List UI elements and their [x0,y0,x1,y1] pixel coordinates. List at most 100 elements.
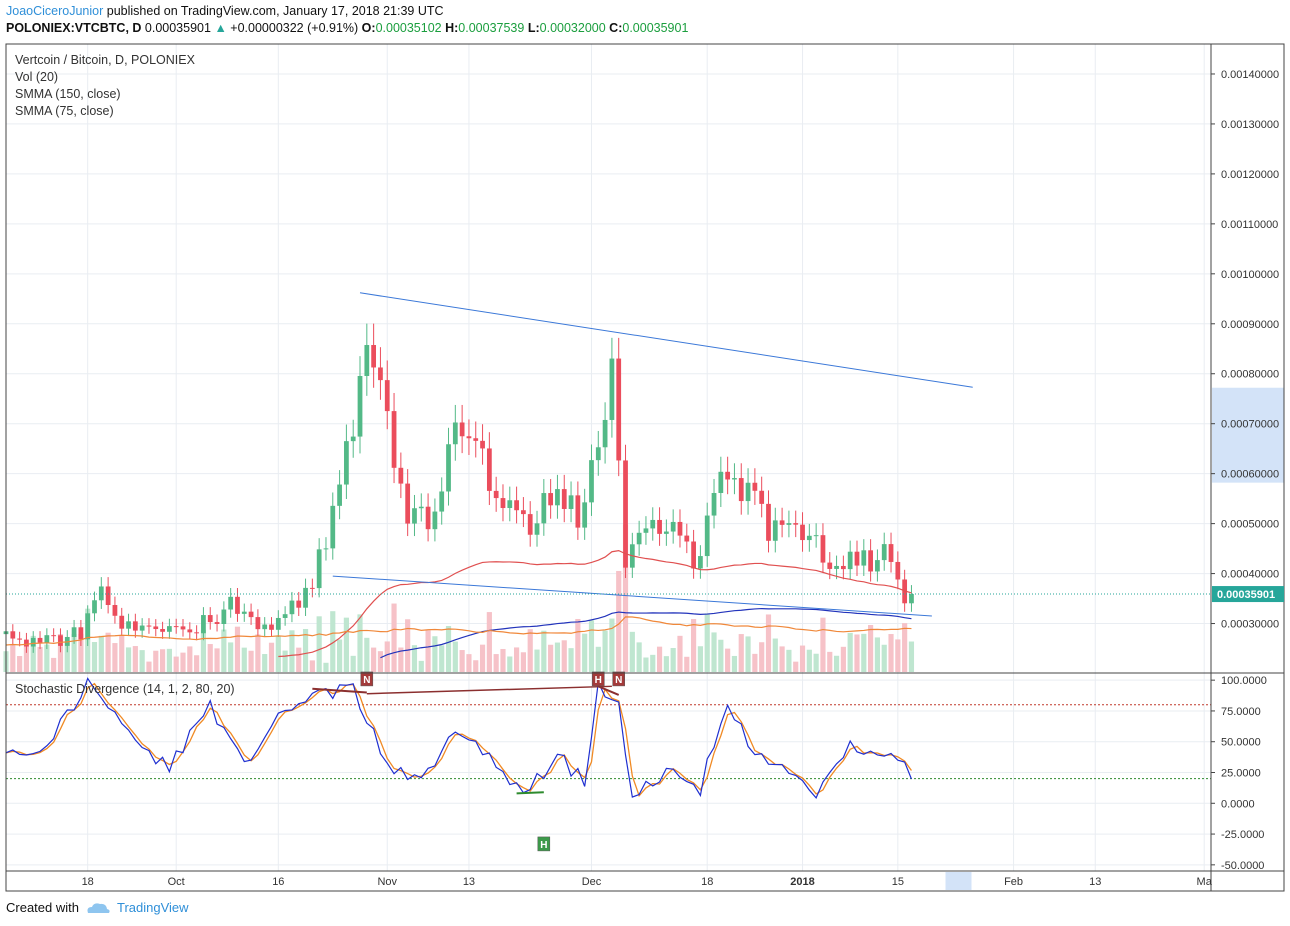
candle-body [888,544,894,562]
candle-body [636,532,642,545]
volume-bar [888,634,894,672]
candlestick-series [3,323,914,653]
divergence-marker-label: N [363,675,370,686]
last-price-tag [1212,586,1284,603]
volume-bars [3,524,915,672]
volume-bar [268,642,275,672]
candle-body [609,358,615,420]
price-tick-label: 0.00140000 [1221,69,1279,81]
volume-bar [827,651,833,672]
candle-body [800,524,805,541]
volume-bar [643,657,649,672]
candle-body [269,624,274,630]
volume-bar [187,646,193,672]
volume-bar [772,638,778,672]
candle-body [201,615,206,634]
candle-body [473,438,479,441]
candle-body [657,519,662,534]
candle-body [275,617,281,630]
candle-body [85,613,91,640]
lower-trendline [332,575,932,617]
publish-line: JoaoCiceroJunior published on TradingVie… [6,4,444,18]
published-text: published on TradingView.com, January 17… [106,4,444,18]
candle-body [725,471,731,480]
volume-bar [350,655,356,672]
candle-body [881,544,887,561]
volume-bar [473,660,479,672]
candle-body [847,551,853,570]
candle-body [214,622,220,625]
candle-body [180,626,186,630]
volume-bar [806,649,812,672]
volume-bar [146,661,152,672]
candle-body [568,495,574,509]
candle-body [194,632,200,634]
candle-body [51,635,57,637]
legend-smma150: SMMA (150, close) [15,87,121,101]
divergence-marker [592,671,605,687]
volume-bar [10,644,16,672]
candle-body [452,422,458,445]
divergence-line [366,685,612,695]
volume-bar [30,635,36,672]
stochastic-pane: N H N H [5,671,1211,852]
candle-body [37,637,43,643]
volume-bar [636,642,642,672]
time-tick-label: 15 [892,876,904,888]
last-price-label: 0.00035901 [1217,589,1275,601]
candle-body [296,600,302,608]
candle-body [786,523,792,525]
candle-body [813,535,819,537]
candle-body [255,617,261,630]
volume-bar [173,656,179,672]
candle-body [466,436,472,439]
candle-body [221,609,227,625]
candle-body [364,345,370,376]
volume-bar [704,613,710,672]
candle-body [303,587,308,608]
tradingview-cloud-icon [87,902,110,913]
volume-bar [302,628,309,672]
candle-body [17,638,22,640]
time-tick-label: Ma [1197,876,1213,888]
time-tick-label: 18 [701,876,713,888]
author-link[interactable]: JoaoCiceroJunior [6,4,104,18]
volume-bar [609,618,615,672]
grid-lines [6,44,1284,890]
stoch-tick-label: -50.0000 [1221,860,1264,872]
volume-bar [595,646,601,672]
candle-body [344,441,349,485]
volume-bar [377,651,384,672]
time-range-highlight [945,872,972,890]
volume-bar [881,644,887,672]
candle-body [248,611,254,618]
divergence-marker-label: H [595,675,602,686]
tradingview-link[interactable]: TradingView [116,900,189,915]
candle-body [439,491,445,512]
open-label: O: [361,21,376,35]
volume-bar [418,660,424,672]
volume-bar [275,635,281,672]
volume-bar [398,647,404,672]
candle-body [405,483,411,524]
volume-bar [384,641,390,672]
candle-body [235,596,240,614]
volume-bar [902,623,908,672]
volume-bar [691,619,697,672]
candle-body [670,521,676,532]
candle-body [92,600,97,614]
price-tick-label: 0.00080000 [1221,369,1279,381]
volume-bar [132,646,138,672]
candle-body [875,560,880,572]
volume-bar [670,647,676,672]
candle-body [623,460,628,568]
price-tick-label: 0.00040000 [1221,569,1279,581]
candle-body [167,626,172,632]
legend-title: Vertcoin / Bitcoin, D, POLONIEX [15,53,196,67]
candle-body [759,490,765,504]
volume-bar [343,617,349,672]
volume-bar [289,630,295,672]
high-value: 0.00037539 [458,21,525,35]
volume-bar [854,634,860,672]
